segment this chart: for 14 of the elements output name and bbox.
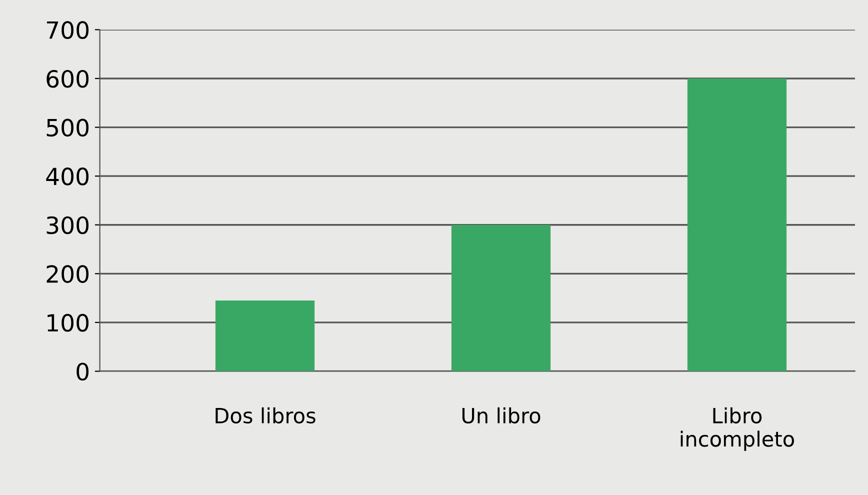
x-tick-label: Libro incompleto [680,407,794,451]
y-tick-label: 0 [76,362,89,381]
x-tick-label: Un libro [462,407,540,424]
bar [215,300,315,372]
y-tick-label: 400 [46,168,89,186]
y-tick-label: 600 [46,70,89,88]
y-tick-label: 200 [46,265,89,283]
y-tick-label: 100 [48,314,89,332]
bar [451,224,551,372]
y-tick-label: 300 [46,216,89,234]
x-tick-label: Dos libros [216,407,316,424]
y-tick-label: 700 [46,21,89,40]
bar [687,78,787,372]
y-tick-label: 500 [46,118,89,137]
